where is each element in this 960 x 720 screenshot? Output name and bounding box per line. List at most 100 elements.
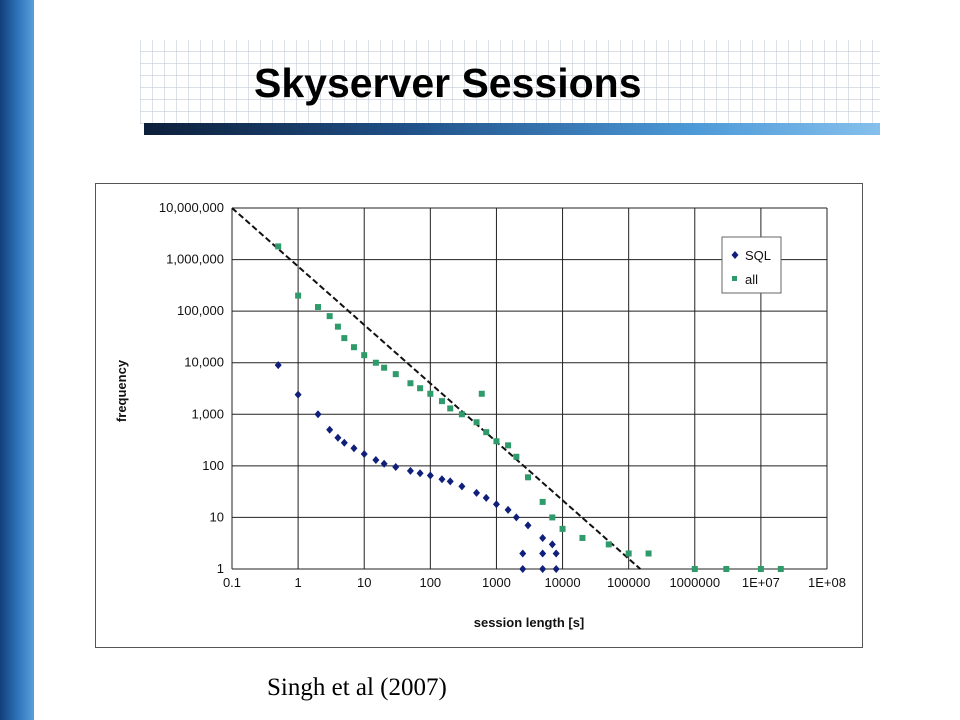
data-point-all: [493, 438, 500, 445]
x-tick-label: 1000: [482, 575, 511, 590]
y-tick-label: 10,000: [184, 355, 224, 370]
data-point-all: [417, 385, 424, 392]
caption: Singh et al (2007): [267, 674, 447, 701]
y-tick-label: 1,000,000: [166, 252, 224, 267]
x-tick-label: 10: [357, 575, 371, 590]
data-point-all: [372, 359, 379, 366]
data-point-sql: [548, 540, 556, 549]
x-tick-label: 10000: [544, 575, 580, 590]
data-point-all: [625, 550, 632, 557]
y-tick-label: 100,000: [177, 303, 224, 318]
y-tick-label: 10,000,000: [159, 200, 224, 215]
data-point-sql: [372, 455, 380, 464]
data-point-all: [350, 344, 357, 351]
data-point-sql: [360, 449, 368, 458]
slide-title: Skyserver Sessions: [254, 60, 642, 106]
data-point-all: [505, 442, 512, 449]
data-point-all: [539, 498, 546, 505]
slide-side-bar: [0, 0, 34, 720]
data-point-sql: [458, 482, 466, 491]
data-point-all: [447, 405, 454, 412]
y-axis-label: frequency: [114, 359, 129, 422]
data-point-sql: [350, 444, 358, 453]
x-axis-label: session length [s]: [474, 615, 585, 630]
x-tick-label: 1: [294, 575, 301, 590]
data-point-all: [275, 243, 282, 250]
data-point-all: [427, 390, 434, 397]
data-point-all: [326, 313, 333, 320]
data-point-sql: [446, 477, 454, 486]
data-point-sql: [438, 475, 446, 484]
data-point-all: [361, 352, 368, 359]
x-tick-label: 1E+07: [742, 575, 780, 590]
data-point-all: [513, 453, 520, 460]
data-point-sql: [380, 459, 388, 468]
data-point-sql: [406, 466, 414, 475]
data-point-sql: [519, 549, 527, 558]
title-underline-bar: [144, 123, 880, 135]
legend-sql-marker: [731, 251, 739, 259]
data-point-sql: [473, 488, 481, 497]
data-point-sql: [482, 493, 490, 502]
fit-line: [231, 207, 641, 570]
data-point-all: [381, 364, 388, 371]
data-point-sql: [294, 390, 302, 399]
data-point-all: [605, 541, 612, 548]
data-point-all: [559, 525, 566, 532]
data-point-all: [438, 398, 445, 405]
data-point-all: [757, 566, 764, 572]
data-point-all: [392, 371, 399, 378]
data-point-sql: [539, 565, 547, 573]
x-tick-label: 100: [419, 575, 441, 590]
x-tick-label: 1E+08: [808, 575, 846, 590]
data-point-all: [473, 419, 480, 426]
data-point-all: [295, 292, 302, 299]
data-point-all: [549, 514, 556, 521]
data-point-sql: [334, 433, 342, 442]
data-point-all: [524, 474, 531, 481]
data-point-sql: [524, 521, 532, 530]
data-point-sql: [512, 513, 520, 522]
data-point-sql: [519, 565, 527, 573]
y-tick-label: 100: [202, 458, 224, 473]
data-point-all: [483, 429, 490, 436]
sql-series-layer: [274, 361, 560, 573]
tick-labels: 0.1 1 10 100 1000 10000 100000 1000000 1E+07 1E+0…: [159, 200, 846, 590]
chart: 0.1 1 10 100 1000 10000 100000 1000000 1E+07 1E+0…: [114, 200, 846, 630]
data-point-all: [691, 566, 698, 572]
legend-all-label: all: [745, 272, 758, 287]
y-tick-label: 1: [217, 561, 224, 576]
chart-grid: [231, 207, 828, 570]
x-tick-label: 1000000: [669, 575, 720, 590]
legend: SQL all: [721, 236, 782, 294]
data-point-all: [407, 380, 414, 387]
data-point-all: [645, 550, 652, 557]
data-point-sql: [552, 549, 560, 558]
data-point-all: [723, 566, 730, 572]
data-point-all: [478, 390, 485, 397]
x-tick-label: 100000: [607, 575, 650, 590]
data-point-sql: [504, 505, 512, 514]
y-tick-label: 10: [210, 509, 224, 524]
data-point-all: [579, 534, 586, 541]
data-point-all: [341, 335, 348, 342]
data-point-sql: [392, 463, 400, 472]
data-point-sql: [340, 438, 348, 447]
legend-sql-label: SQL: [745, 248, 771, 263]
data-point-sql: [539, 549, 547, 558]
all-series-layer: [275, 243, 784, 572]
data-point-all: [458, 411, 465, 418]
fit-line-layer: [231, 207, 641, 570]
y-tick-label: 1,000: [191, 406, 224, 421]
data-point-all: [334, 323, 341, 330]
legend-all-marker: [732, 276, 737, 281]
data-point-sql: [274, 361, 282, 370]
x-tick-label: 0.1: [223, 575, 241, 590]
data-point-sql: [492, 500, 500, 509]
data-point-sql: [539, 533, 547, 542]
data-point-all: [315, 304, 322, 311]
data-point-sql: [552, 565, 560, 573]
data-point-sql: [426, 471, 434, 480]
legend-box: [721, 236, 782, 294]
data-point-sql: [416, 469, 424, 478]
